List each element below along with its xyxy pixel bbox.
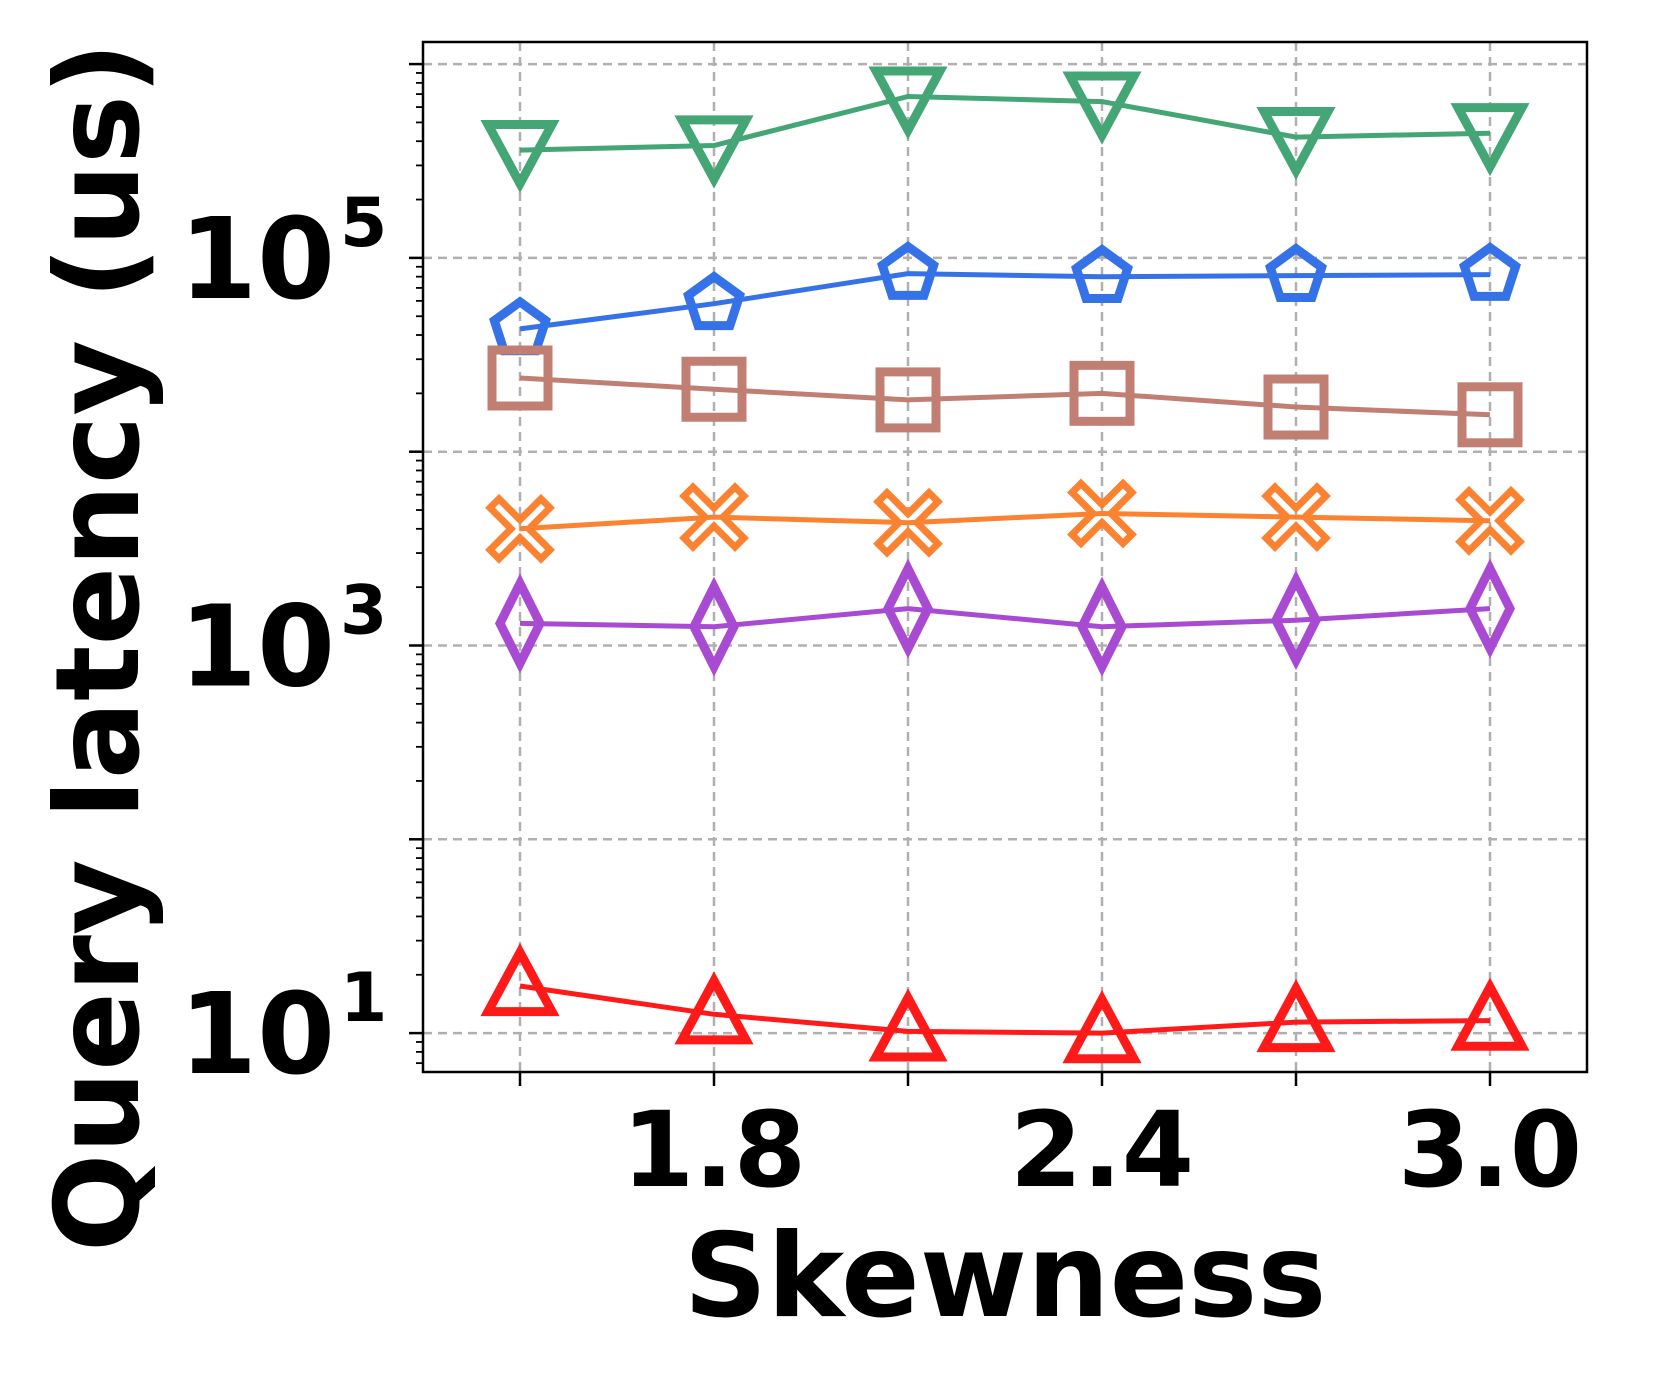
marker-triangle-up <box>1256 979 1336 1053</box>
marker-square <box>1069 360 1135 426</box>
marker-triangle-up <box>1062 990 1142 1064</box>
y-tick-exponent: 3 <box>340 571 387 650</box>
marker-triangle-up <box>868 988 948 1062</box>
marker-x <box>679 482 749 553</box>
series-line <box>519 510 1491 532</box>
series-line <box>519 606 1491 630</box>
grid-lines <box>423 42 1587 1072</box>
marker-square <box>1263 374 1329 440</box>
y-tick-label: 10 <box>179 970 335 1100</box>
y-tick-label: 10 <box>179 195 335 325</box>
marker-pentagon <box>1071 244 1133 303</box>
marker-square <box>875 367 941 433</box>
series-2 <box>489 241 1521 356</box>
marker-diamond <box>882 558 934 659</box>
x-axis-title: Skewness <box>684 1209 1327 1344</box>
plot-frame <box>421 40 1589 1074</box>
marker-triangle-down <box>674 115 754 189</box>
marker-x <box>1455 485 1525 556</box>
marker-triangle-down <box>1256 106 1336 181</box>
series-layer <box>480 66 1530 1064</box>
x-tick-label: 1.8 <box>622 1089 806 1211</box>
series-line <box>519 271 1491 332</box>
series-5 <box>494 558 1516 677</box>
x-tick-label: 3.0 <box>1398 1089 1582 1211</box>
marker-x <box>1067 478 1137 549</box>
y-tick-exponent: 5 <box>340 184 387 263</box>
series-line <box>519 375 1491 418</box>
marker-x <box>1261 482 1331 553</box>
x-tick-label: 2.4 <box>1010 1089 1194 1211</box>
marker-triangle-up <box>480 942 560 1017</box>
series-line <box>519 93 1491 153</box>
marker-triangle-up <box>674 971 754 1045</box>
y-tick-label: 10 <box>179 582 335 712</box>
x-tick-labels: 1.8 2.4 3.0 <box>622 1089 1582 1211</box>
marker-diamond <box>1464 558 1516 659</box>
y-tick-exponent: 1 <box>340 959 387 1038</box>
marker-diamond <box>1270 570 1322 671</box>
marker-pentagon <box>1459 242 1521 301</box>
series-6 <box>480 942 1530 1064</box>
series-3 <box>487 345 1523 448</box>
series-line <box>519 983 1491 1036</box>
marker-triangle-down <box>1450 103 1530 177</box>
marker-diamond <box>494 573 546 674</box>
marker-triangle-up <box>1450 977 1530 1051</box>
series-4 <box>485 478 1525 564</box>
marker-triangle-down <box>480 119 560 194</box>
marker-pentagon <box>683 271 745 331</box>
marker-square <box>681 356 747 422</box>
series-1 <box>480 66 1530 194</box>
marker-triangle-down <box>1062 71 1142 145</box>
marker-square <box>1457 382 1523 448</box>
marker-square <box>487 345 553 411</box>
marker-diamond <box>688 576 740 677</box>
major-ticks <box>409 62 1492 1086</box>
y-axis-title: Query latency (us) <box>31 42 166 1252</box>
marker-diamond <box>1076 576 1128 677</box>
marker-pentagon <box>1265 243 1327 302</box>
marker-x <box>485 493 555 564</box>
marker-pentagon <box>877 241 939 300</box>
marker-triangle-down <box>868 66 948 140</box>
marker-x <box>873 487 943 558</box>
